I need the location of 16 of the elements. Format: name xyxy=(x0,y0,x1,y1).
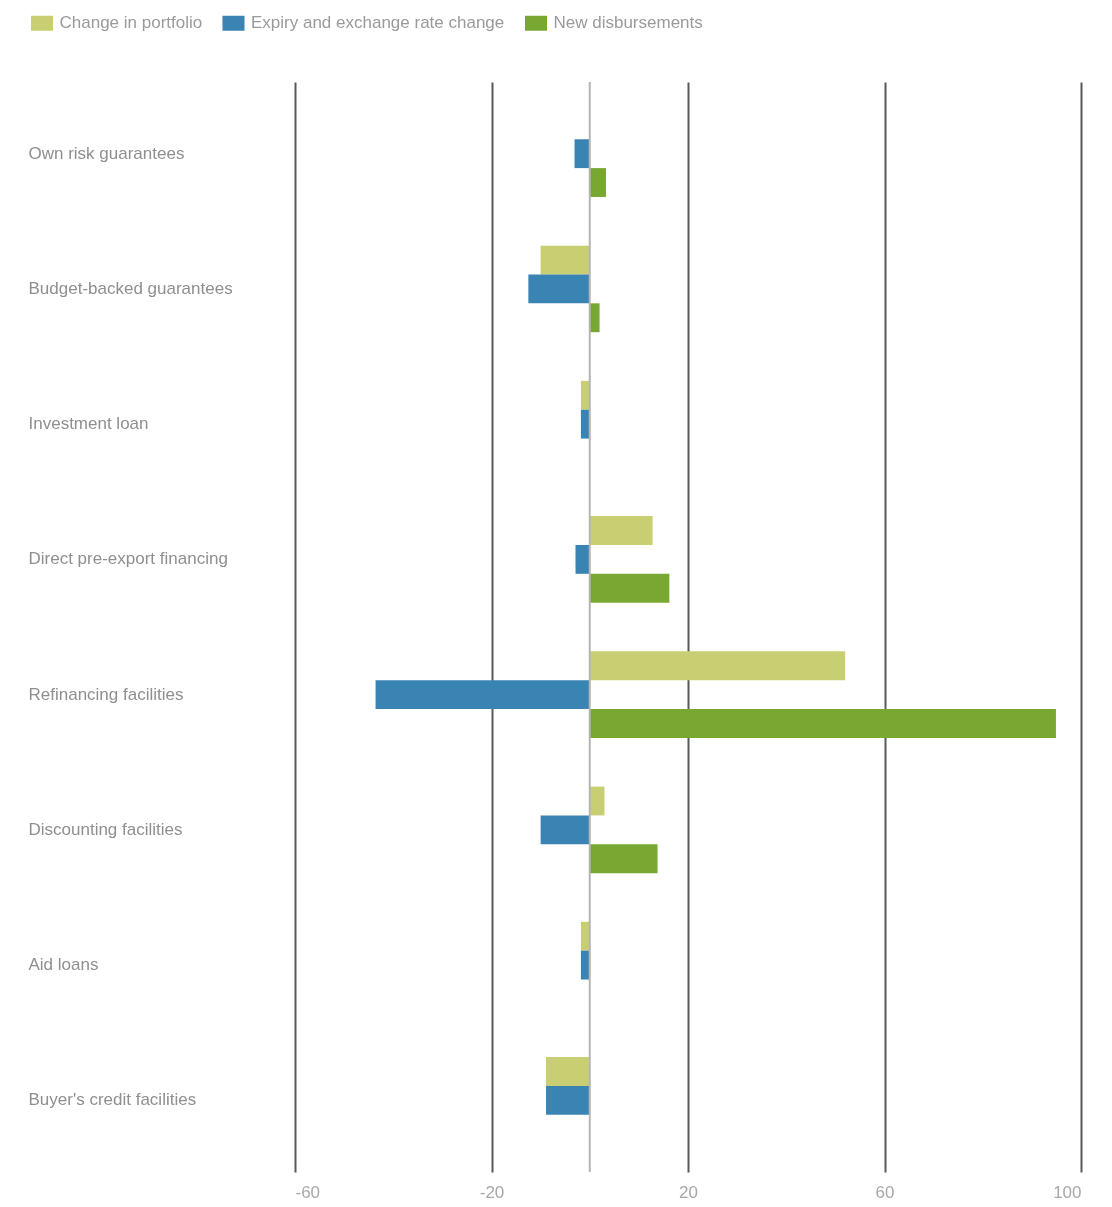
y-tick-label: Refinancing facilities xyxy=(28,684,184,704)
x-tick-label: -20 xyxy=(479,1182,505,1202)
y-tick-label: Aid loans xyxy=(28,955,99,975)
y-tick-label: Direct pre-export financing xyxy=(28,549,228,569)
x-tick-label: 60 xyxy=(875,1182,895,1202)
legend-label: Change in portfolio xyxy=(59,13,203,33)
y-tick-label: Budget-backed guarantees xyxy=(28,278,233,298)
legend-label: Expiry and exchange rate change xyxy=(251,13,505,33)
y-tick-label: Buyer's credit facilities xyxy=(28,1090,197,1110)
x-tick-label: 20 xyxy=(679,1182,698,1202)
legend-label: New disbursements xyxy=(553,13,703,33)
x-tick-label: -60 xyxy=(295,1182,321,1202)
x-tick-label: 100 xyxy=(1053,1182,1082,1202)
y-tick-label: Own risk guarantees xyxy=(28,143,185,163)
y-tick-label: Investment loan xyxy=(28,414,149,434)
y-tick-label: Discounting facilities xyxy=(28,819,183,839)
